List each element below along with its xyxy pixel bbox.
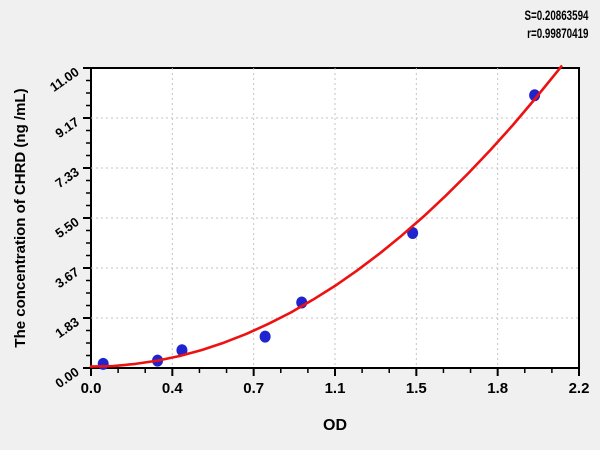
data-point	[529, 89, 541, 102]
y-tick-label: 5.50	[52, 214, 81, 241]
data-point	[97, 357, 109, 370]
x-axis-title: OD	[323, 417, 347, 434]
y-tick-label: 9.17	[52, 114, 81, 141]
s-value-text: S=0.20863594	[523, 7, 588, 23]
y-tick-label: 7.33	[52, 164, 81, 191]
x-tick-label: 0.4	[162, 380, 184, 397]
y-tick-label: 1.83	[52, 314, 81, 341]
y-tick-label: 3.67	[52, 264, 81, 291]
fit-curve	[89, 65, 563, 368]
x-tick-label: 1.8	[487, 380, 508, 397]
x-tick-label: 1.1	[325, 380, 346, 397]
y-tick-label: 0.00	[52, 364, 81, 391]
r-value-text: r=0.99870419	[526, 25, 588, 41]
x-tick-label: 0.0	[81, 380, 102, 397]
fit-statistics: S=0.20863594 r=0.99870419	[497, 6, 588, 42]
data-point	[259, 330, 271, 343]
data-point	[176, 344, 188, 357]
x-tick-label: 1.5	[406, 380, 427, 397]
x-tick-label: 2.2	[569, 380, 590, 397]
y-tick-label: 11.00	[47, 64, 82, 95]
x-tick-label: 0.7	[243, 380, 264, 397]
